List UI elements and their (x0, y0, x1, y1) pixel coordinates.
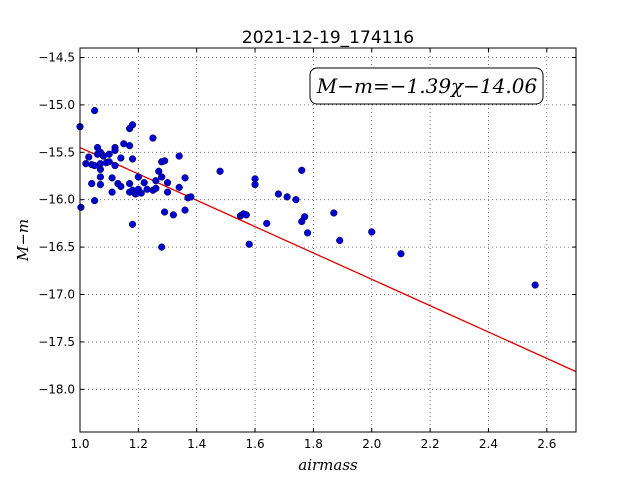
x-tick-label: 1.0 (70, 437, 89, 451)
data-point (181, 206, 189, 214)
grid (79, 48, 576, 432)
data-point (283, 193, 291, 201)
data-point (96, 165, 105, 173)
data-point (105, 158, 113, 166)
fit-line-group (79, 146, 577, 373)
data-point (330, 209, 338, 217)
data-point (108, 188, 116, 196)
data-point (128, 220, 137, 228)
y-tick-label: −17.5 (38, 335, 75, 349)
data-point (303, 229, 312, 237)
data-point (245, 240, 253, 248)
data-point (181, 174, 189, 182)
data-point (96, 173, 105, 181)
ticks (79, 48, 576, 432)
data-point (251, 175, 259, 183)
x-tick-label: 1.6 (246, 437, 265, 451)
data-point (292, 196, 300, 204)
data-point (187, 193, 195, 201)
data-point (531, 281, 539, 289)
data-point (111, 161, 119, 170)
data-point (216, 167, 224, 175)
y-axis-label: M−m (14, 219, 32, 262)
data-point (155, 167, 163, 175)
data-point (336, 236, 344, 245)
x-tick-label: 1.2 (129, 437, 148, 451)
data-point (126, 179, 134, 188)
data-point (111, 146, 119, 155)
data-point (137, 189, 145, 197)
x-tick-label: 1.8 (304, 437, 323, 451)
data-point (298, 166, 306, 174)
data-point (77, 203, 85, 211)
x-tick-label: 2.6 (537, 437, 556, 451)
data-point (90, 106, 99, 115)
y-tick-label: −16.0 (38, 193, 75, 207)
data-point (175, 152, 183, 160)
data-point (152, 184, 160, 192)
y-tick-label: −15.0 (38, 98, 75, 112)
data-point (108, 174, 116, 182)
data-point (128, 155, 137, 163)
data-point (397, 250, 405, 258)
data-point (128, 121, 137, 129)
x-tick-label: 2.0 (362, 437, 381, 451)
x-tick-label: 2.2 (421, 437, 440, 451)
data-point (117, 154, 125, 162)
x-tick-label: 2.4 (479, 437, 498, 451)
data-point (90, 197, 99, 205)
y-tick-label: −17.0 (38, 288, 75, 302)
data-point (163, 188, 172, 196)
x-axis-label: airmass (298, 456, 358, 474)
data-point (368, 228, 376, 236)
data-point (117, 182, 125, 191)
data-point (96, 180, 105, 189)
data-point (242, 211, 250, 219)
data-point (140, 179, 148, 187)
data-point (263, 219, 271, 228)
annotation-box (309, 67, 544, 105)
tick-labels: 1.0 1.2 1.4 1.6 1.8 2.0 2.2 2.4 2.6 −14.5 −15.0 −15… (38, 50, 556, 451)
data-point (105, 150, 113, 158)
y-tick-label: −14.5 (38, 50, 75, 64)
data-point (152, 177, 160, 185)
plot-area (80, 48, 576, 432)
y-tick-label: −18.0 (38, 382, 75, 396)
data-point (301, 213, 309, 221)
y-tick-label: −15.5 (38, 145, 75, 159)
data-point (149, 134, 157, 142)
data-point (158, 243, 166, 251)
y-tick-label: −16.5 (38, 240, 75, 254)
x-tick-label: 1.4 (187, 437, 206, 451)
data-points (76, 106, 539, 289)
data-point (134, 173, 142, 181)
data-point (161, 208, 169, 216)
fit-equation-annotation: M−m=−1.39χ−14.06 (316, 74, 538, 98)
data-point (175, 183, 183, 191)
data-point (169, 211, 177, 219)
chart-title: 2021-12-19_174116 (242, 28, 414, 48)
data-point (85, 153, 93, 161)
data-point (88, 179, 96, 188)
data-point (158, 173, 166, 181)
data-point (126, 142, 134, 150)
fit-line (79, 146, 577, 373)
data-point (163, 179, 172, 187)
data-point (274, 190, 283, 198)
data-point (161, 157, 169, 165)
plot-frame (79, 47, 577, 433)
